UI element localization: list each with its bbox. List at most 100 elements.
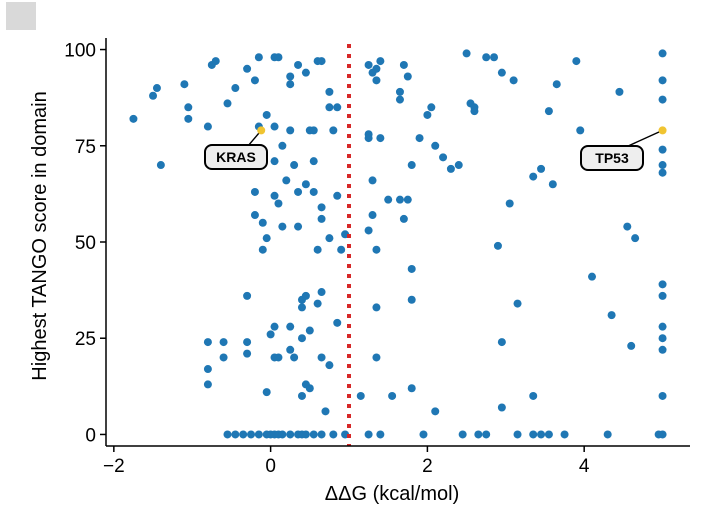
data-point [395,195,404,204]
data-point [309,187,318,196]
data-point [658,76,667,85]
data-point [290,161,299,170]
data-point [250,211,259,220]
data-point [243,338,252,347]
data-point [364,60,373,69]
callout-label: TP53 [595,150,629,166]
data-point [239,430,248,439]
data-point [270,122,279,131]
data-point [203,338,212,347]
data-point [286,430,295,439]
callout-box [580,145,644,171]
data-point [254,53,263,62]
data-point [529,430,538,439]
data-point [294,222,303,231]
data-point [658,280,667,289]
data-point [278,141,287,150]
data-point [658,95,667,104]
data-point [439,153,448,162]
data-point [184,103,193,112]
data-point [572,57,581,66]
data-point [313,299,322,308]
data-point [274,53,283,62]
data-point [250,76,259,85]
data-point [274,353,283,362]
data-point [317,288,326,297]
data-point [309,157,318,166]
data-point [356,391,365,400]
data-point [290,353,299,362]
data-point [654,430,663,439]
data-point [223,99,232,108]
data-point [372,303,381,312]
data-point [497,403,506,412]
data-point [372,64,381,73]
data-point [184,114,193,123]
corner-placeholder-box [6,2,36,30]
data-point [497,68,506,77]
x-tick-label: 2 [422,456,433,477]
data-point [576,126,585,135]
y-axis-title: Highest TANGO score in domain [29,91,51,380]
data-point [482,53,491,62]
data-point [376,430,385,439]
data-point [219,353,228,362]
y-tick-label: 25 [75,329,96,350]
data-point [364,226,373,235]
data-point [407,295,416,304]
highlighted-point [658,126,667,135]
callout-leader-line [625,129,663,148]
data-point [333,318,342,327]
data-point [203,365,212,374]
data-point [482,430,491,439]
data-point [552,80,561,89]
data-point [301,180,310,189]
data-point [529,172,538,181]
data-point [337,245,346,254]
data-point [513,430,522,439]
data-point [270,191,279,200]
data-point [329,126,338,135]
data-point [364,430,373,439]
data-point [294,60,303,69]
data-point [658,168,667,177]
points-layer [129,49,667,439]
data-point [274,199,283,208]
data-point [376,134,385,143]
data-point [317,57,326,66]
data-point [462,49,471,58]
data-point [470,103,479,112]
data-point [321,407,330,416]
data-point [658,391,667,400]
data-point [231,430,240,439]
y-tick-label: 100 [64,41,96,62]
data-point [301,380,310,389]
data-point [149,91,158,100]
data-point [431,407,440,416]
data-point [294,187,303,196]
data-point [219,338,228,347]
highlighted-point [257,126,266,135]
data-point [247,430,256,439]
data-point [286,80,295,89]
data-point [313,245,322,254]
data-point [588,272,597,281]
data-point [305,326,314,335]
data-point [368,176,377,185]
data-point [458,430,467,439]
data-point [446,164,455,173]
callouts-layer: KRAS TP53 [204,126,667,171]
data-point [368,211,377,220]
data-point [407,264,416,273]
data-point [231,84,240,93]
data-point [364,134,373,143]
data-point [419,430,428,439]
y-ticks: 0 25 50 75 100 [64,41,106,446]
data-point [384,195,393,204]
data-point [372,353,381,362]
data-point [658,334,667,343]
data-point [325,103,334,112]
callout-box [204,144,268,170]
data-point [309,430,318,439]
